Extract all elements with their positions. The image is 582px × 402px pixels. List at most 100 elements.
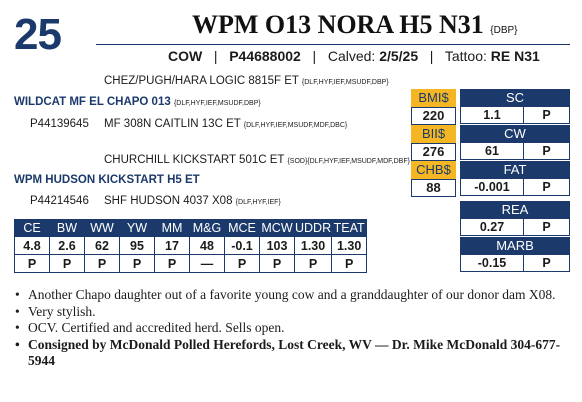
epd-value-row: 4.8 2.6 62 95 17 48 -0.1 103 1.30 1.30	[14, 236, 368, 255]
pedigree-dam-sire: CHURCHILL KICKSTART 501C ET {SOD}{DLF,HY…	[104, 154, 410, 166]
calved-label: Calved:	[327, 48, 376, 64]
pedigree-dam-dam: SHF HUDSON 4037 X08 {DLF,HYF,IEF}	[104, 195, 281, 207]
carcass-rea-value: 0.27	[460, 218, 524, 236]
carcass-cw-label: CW	[460, 125, 570, 142]
animal-name-text: WPM O13 NORA H5 N31	[192, 10, 484, 39]
carcass-cw-value: 61	[460, 142, 524, 160]
dam-dam-codes: {DLF,HYF,IEF}	[235, 199, 281, 206]
dam-sire-codes: {SOD}{DLF,HYF,IEF,MSUDF,MDF,DBF}	[287, 158, 410, 165]
carcass-marb-flag: P	[524, 254, 570, 272]
dam-dam-name: SHF HUDSON 4037 X08	[104, 195, 233, 207]
divider-2: |	[304, 48, 324, 64]
index-bmi-label: BMI$	[411, 89, 456, 107]
index-bii-value: 276	[411, 143, 456, 161]
epd-header: MM	[154, 219, 190, 237]
carcass-fat: FAT -0.001 P	[460, 161, 570, 196]
registration-number: P44688002	[229, 48, 301, 64]
note-item: Another Chapo daughter out of a favorite…	[14, 287, 574, 304]
carcass-marb-value: -0.15	[460, 254, 524, 272]
note-item: Very stylish.	[14, 304, 574, 321]
epd-value: -0.1	[224, 236, 260, 255]
pedigree-dam-reg: P44214546	[30, 195, 89, 207]
pedigree-sire-dam: MF 308N CAITLIN 13C ET {DLF,HYF,IEF,MSUD…	[104, 118, 347, 130]
carcass-marb-label: MARB	[460, 237, 570, 254]
pedigree-sire-reg: P44139645	[30, 118, 89, 130]
divider-1: |	[206, 48, 226, 64]
index-bmi: BMI$ 220	[411, 89, 456, 125]
carcass-cw: CW 61 P	[460, 125, 570, 160]
epd-flag: P	[119, 254, 155, 273]
epd-value: 1.30	[293, 236, 333, 255]
sire-dam-name: MF 308N CAITLIN 13C ET	[104, 118, 241, 130]
index-chb: CHB$ 88	[411, 161, 456, 197]
epd-flag: P	[259, 254, 295, 273]
sire-sire-name: CHEZ/PUGH/HARA LOGIC 8815F ET	[104, 75, 299, 87]
index-bii-label: BII$	[411, 125, 456, 143]
epd-header: M&G	[189, 219, 225, 237]
sex: COW	[168, 48, 203, 64]
note-item: OCV. Certified and accredited herd. Sell…	[14, 320, 574, 337]
carcass-sc-flag: P	[524, 106, 570, 124]
index-chb-label: CHB$	[411, 161, 456, 179]
epd-flag: P	[331, 254, 368, 273]
epd-value: 1.30	[331, 236, 368, 255]
calved-date: 2/5/25	[379, 48, 419, 64]
epd-value: 4.8	[14, 236, 50, 255]
epd-flag: P	[14, 254, 50, 273]
epd-value: 103	[259, 236, 295, 255]
notes-list: Another Chapo daughter out of a favorite…	[14, 287, 574, 370]
epd-value: 2.6	[49, 236, 85, 255]
carcass-sc: SC 1.1 P	[460, 89, 570, 124]
epd-value: 17	[154, 236, 190, 255]
carcass-rea: REA 0.27 P	[460, 201, 570, 236]
carcass-marb: MARB -0.15 P	[460, 237, 570, 272]
pedigree-dam: WPM HUDSON KICKSTART H5 ET	[14, 174, 200, 186]
epd-value: 95	[119, 236, 155, 255]
epd-header: YW	[119, 219, 155, 237]
animal-name-suffix: {DBP}	[490, 25, 518, 36]
sire-codes: {DLF,HYF,IEF,MSUDF,DBP}	[173, 100, 261, 107]
carcass-rea-flag: P	[524, 218, 570, 236]
carcass-fat-flag: P	[524, 178, 570, 196]
epd-value: 48	[189, 236, 225, 255]
epd-flag: P	[84, 254, 120, 273]
pedigree-sire: WILDCAT MF EL CHAPO 013 {DLF,HYF,IEF,MSU…	[14, 96, 261, 108]
index-bii: BII$ 276	[411, 125, 456, 161]
index-bmi-value: 220	[411, 107, 456, 125]
epd-header: CE	[14, 219, 50, 237]
carcass-cw-flag: P	[524, 142, 570, 160]
tattoo-label: Tattoo:	[444, 48, 487, 64]
carcass-fat-value: -0.001	[460, 178, 524, 196]
sire-dam-codes: {DLF,HYF,IEF,MSUDF,MDF,DBC}	[243, 122, 348, 129]
epd-header: WW	[84, 219, 120, 237]
dam-sire-name: CHURCHILL KICKSTART 501C ET	[104, 154, 285, 166]
epd-flag-row: P P P P P — P P P P	[14, 254, 368, 273]
index-chb-value: 88	[411, 179, 456, 197]
pedigree-sire-sire: CHEZ/PUGH/HARA LOGIC 8815F ET {DLF,HYF,I…	[104, 75, 389, 87]
title-rule	[96, 44, 570, 45]
carcass-sc-value: 1.1	[460, 106, 524, 124]
epd-table: CE BW WW YW MM M&G MCE MCW UDDR TEAT 4.8…	[14, 219, 368, 273]
consignor-note: Consigned by McDonald Polled Herefords, …	[14, 337, 574, 370]
epd-header-row: CE BW WW YW MM M&G MCE MCW UDDR TEAT	[14, 219, 368, 237]
epd-header: MCW	[259, 219, 295, 237]
epd-flag: —	[189, 254, 225, 273]
epd-flag: P	[49, 254, 85, 273]
epd-flag: P	[224, 254, 260, 273]
lot-number: 25	[14, 10, 62, 59]
sire-name: WILDCAT MF EL CHAPO 013	[14, 96, 171, 108]
epd-value: 62	[84, 236, 120, 255]
epd-flag: P	[154, 254, 190, 273]
carcass-sc-label: SC	[460, 89, 570, 106]
carcass-rea-label: REA	[460, 201, 570, 218]
sire-sire-codes: {DLF,HYF,IEF,MSUDF,DBP}	[301, 79, 389, 86]
animal-subline: COW | P44688002 | Calved: 2/5/25 | Tatto…	[168, 48, 540, 64]
divider-3: |	[422, 48, 442, 64]
epd-header: MCE	[224, 219, 260, 237]
tattoo: RE N31	[490, 48, 540, 64]
carcass-fat-label: FAT	[460, 161, 570, 178]
epd-header: BW	[49, 219, 85, 237]
animal-name: WPM O13 NORA H5 N31 {DBP}	[192, 10, 518, 40]
epd-header: TEAT	[331, 219, 368, 237]
epd-header: UDDR	[293, 219, 333, 237]
